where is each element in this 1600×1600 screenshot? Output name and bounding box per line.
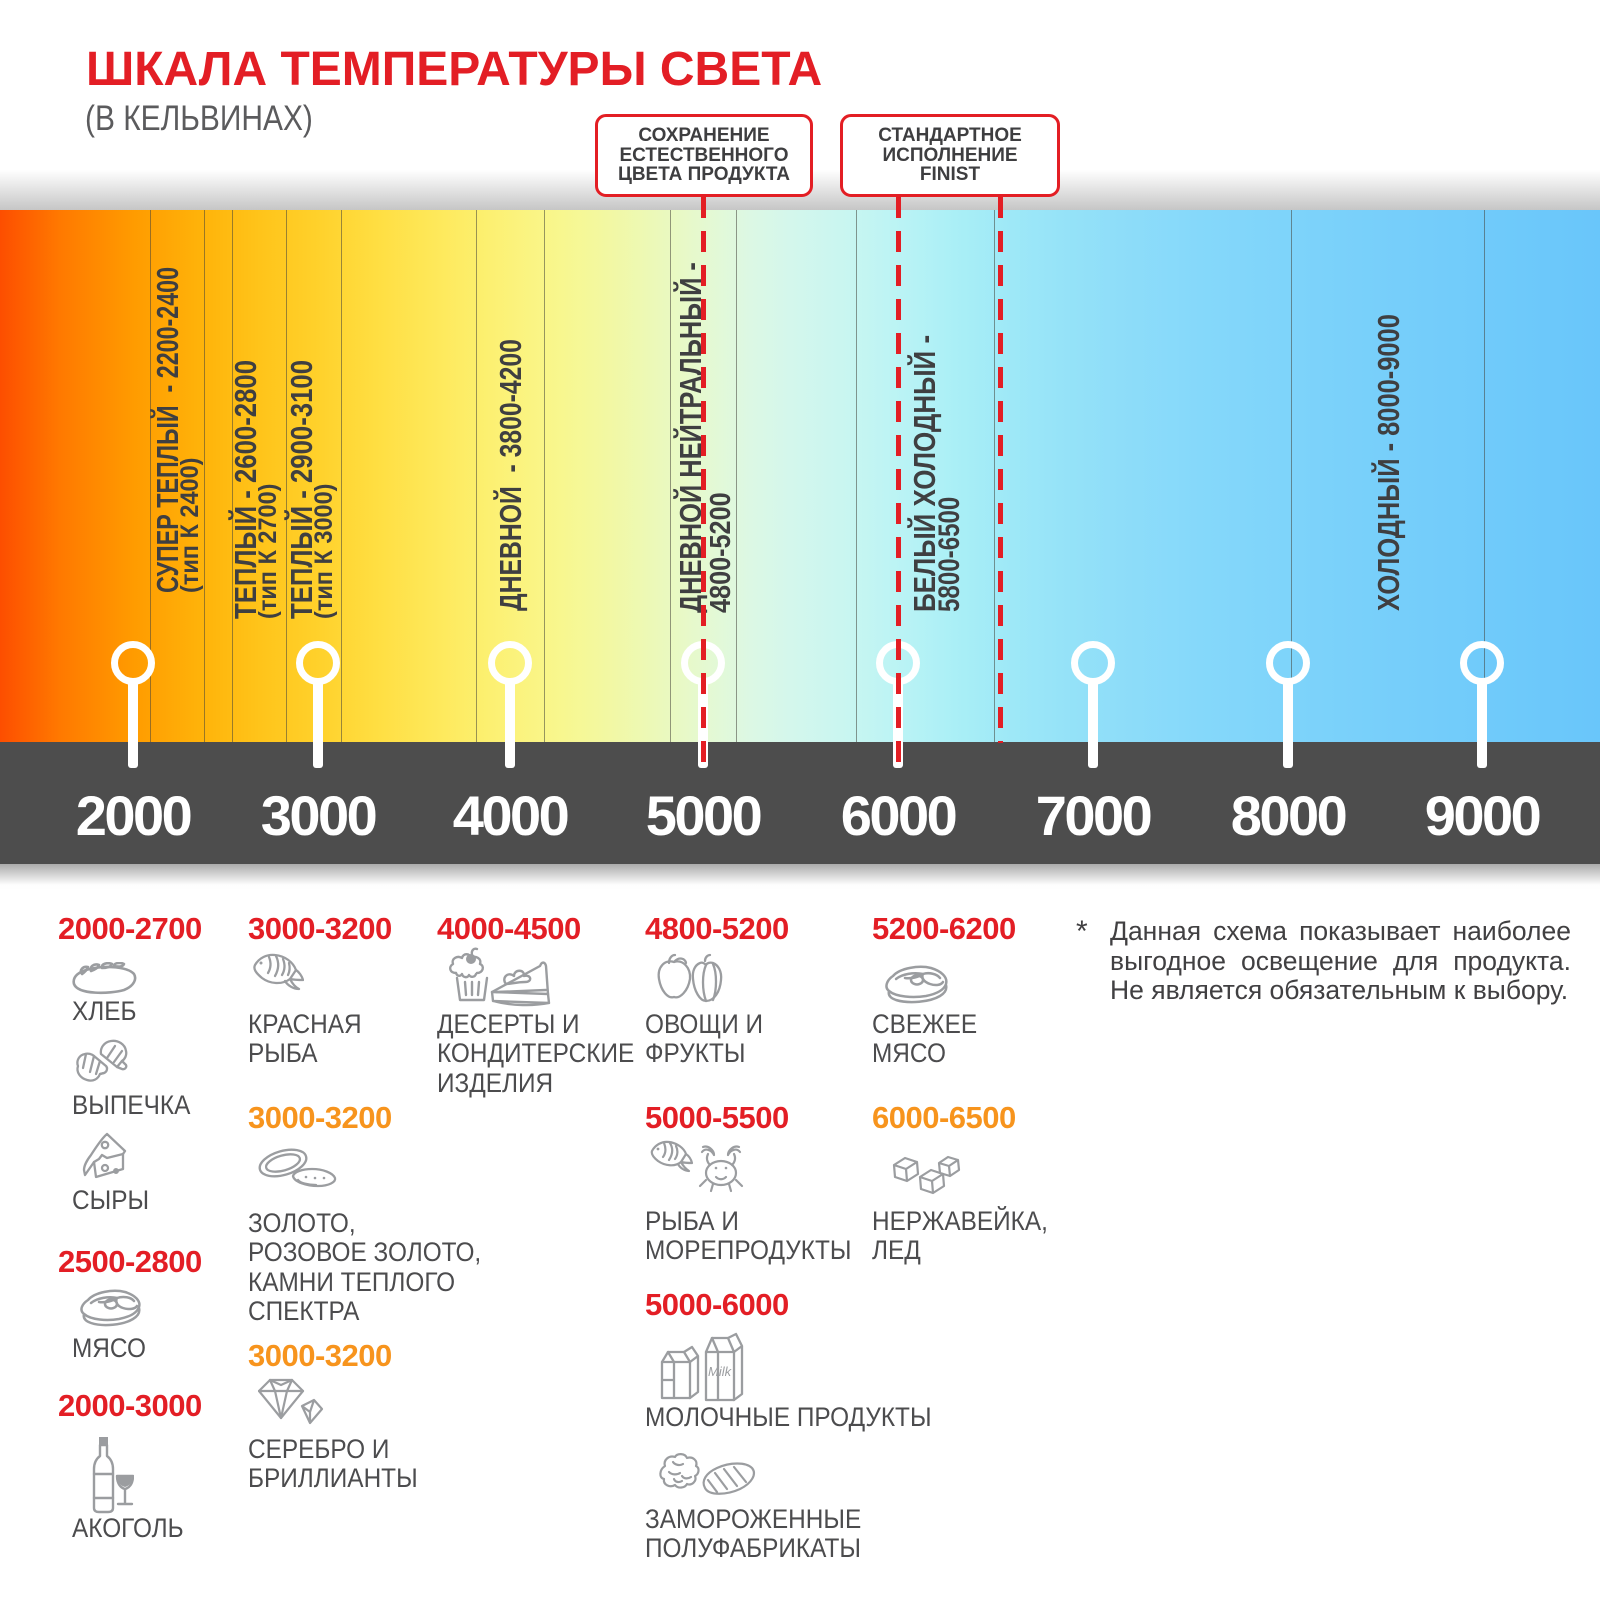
- svg-text:Milk: Milk: [708, 1364, 733, 1379]
